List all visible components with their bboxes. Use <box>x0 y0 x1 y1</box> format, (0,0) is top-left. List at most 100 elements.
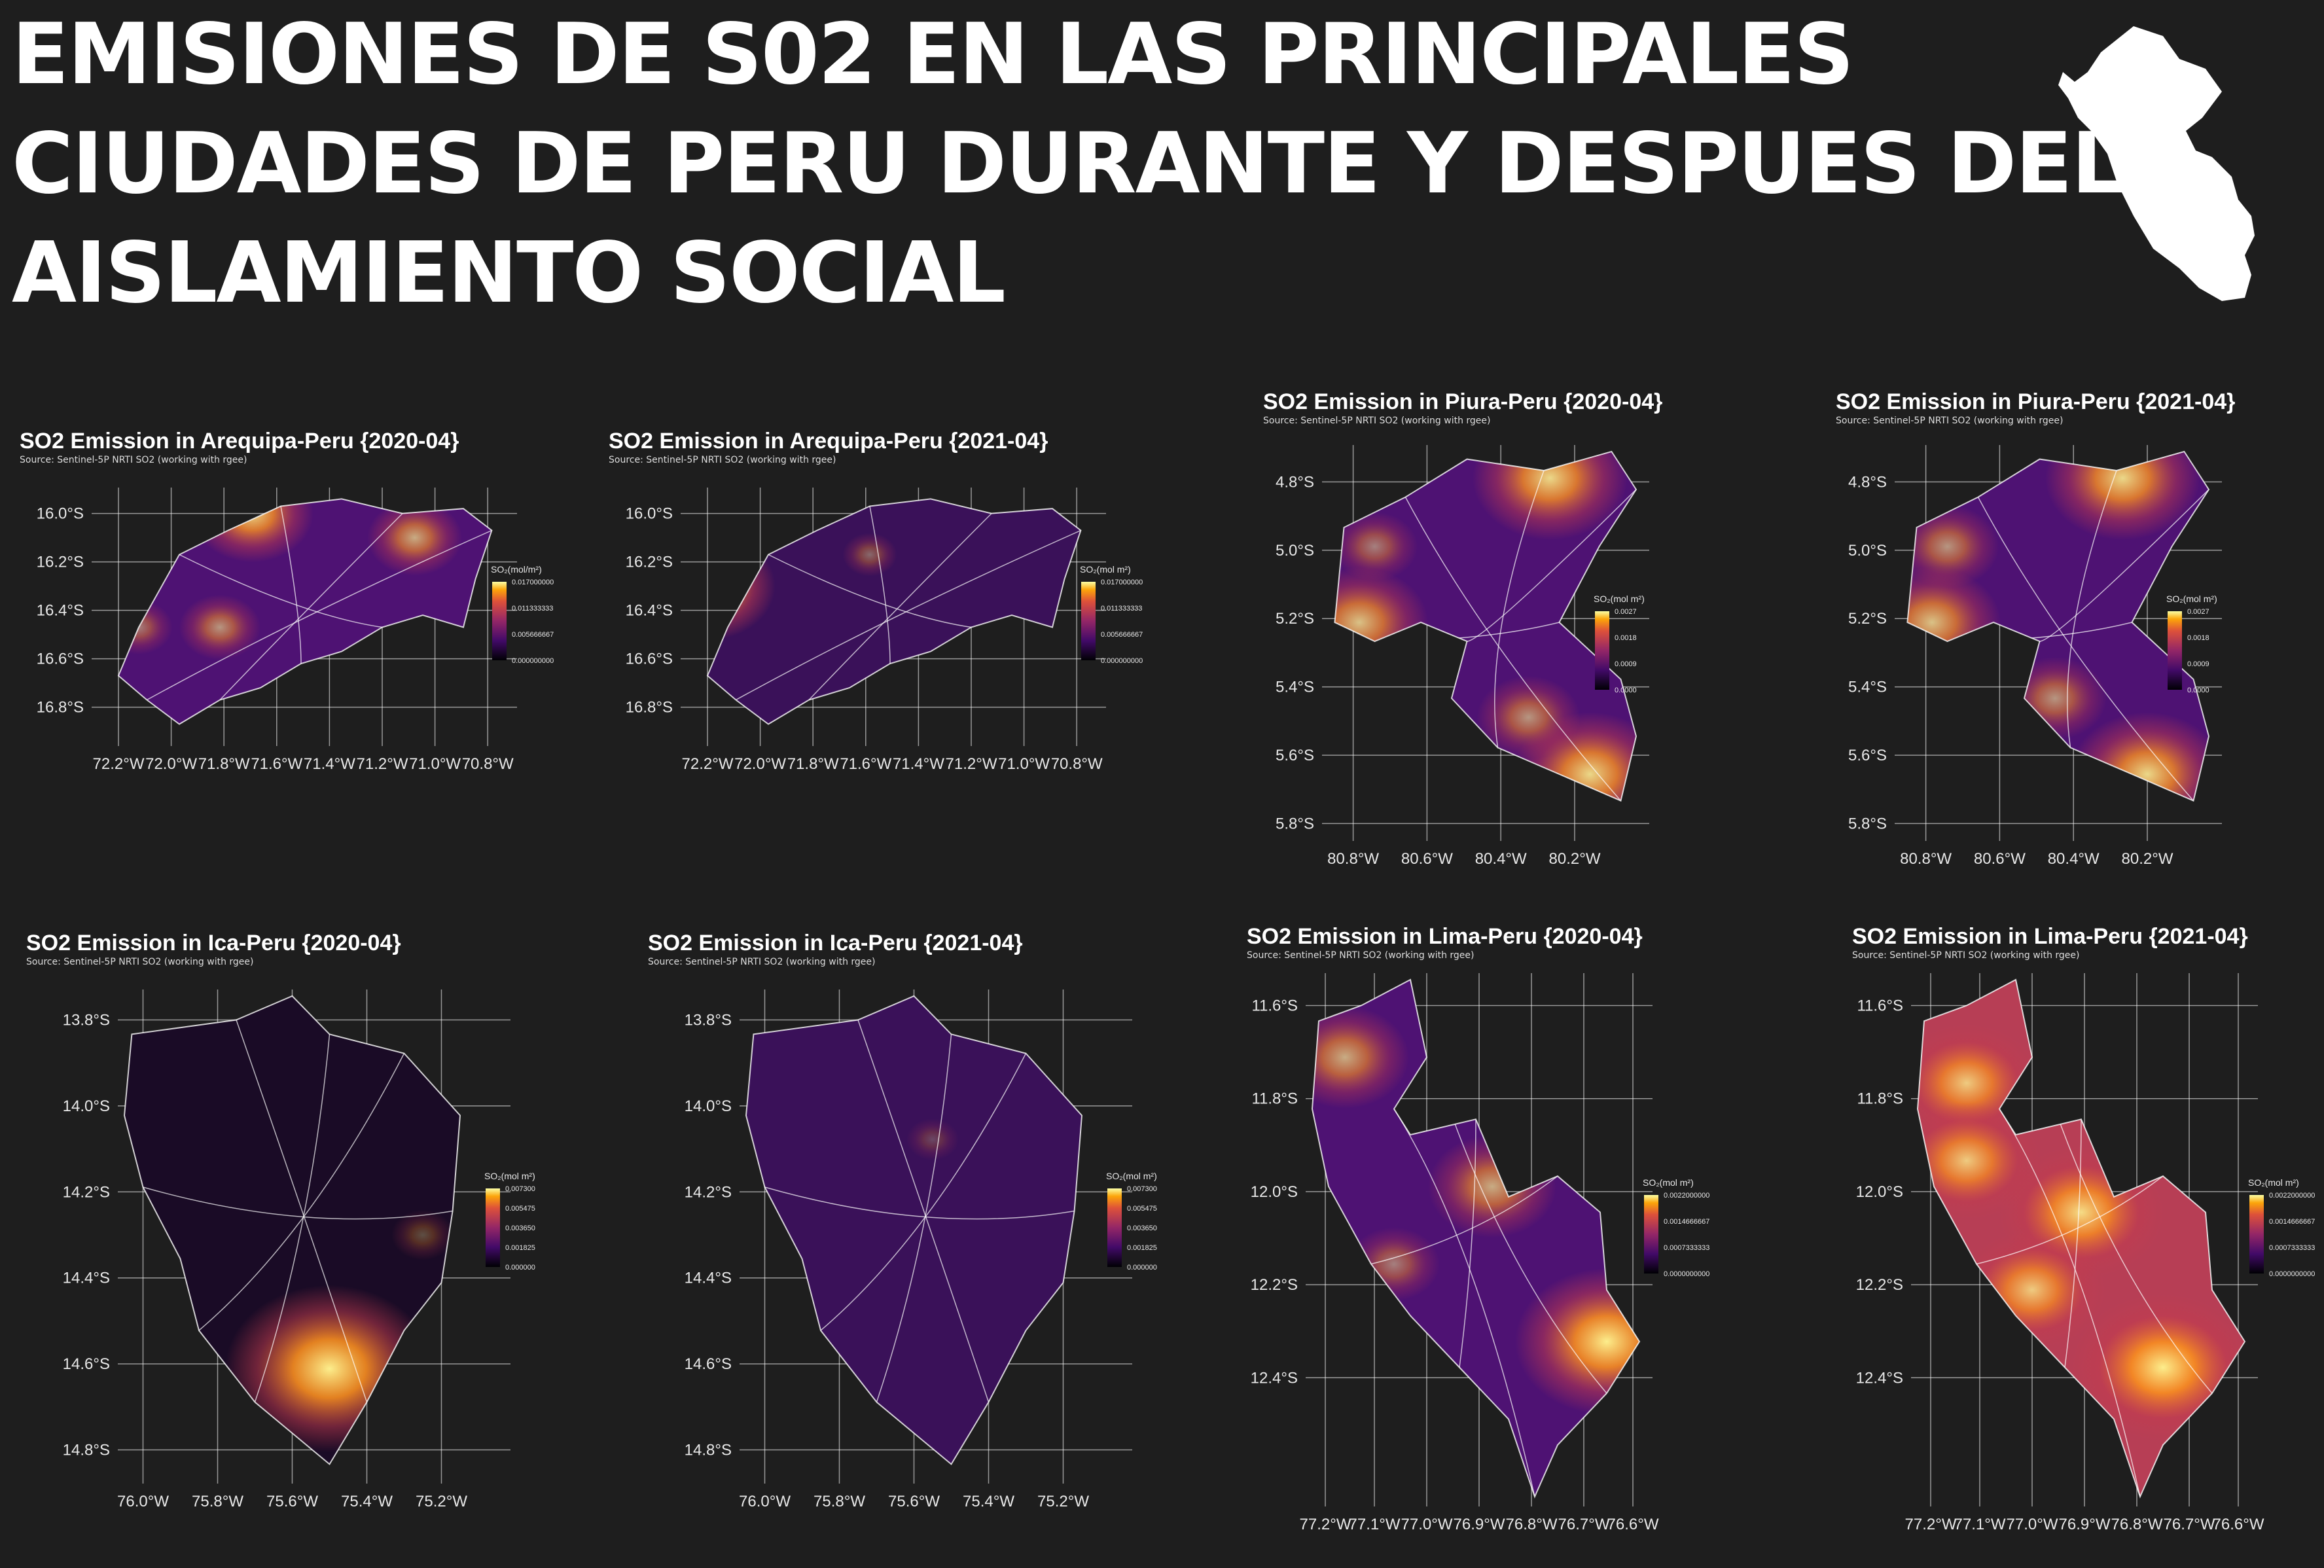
so2-hotspot <box>367 499 463 576</box>
region-outline <box>706 498 1082 725</box>
page-title: EMISIONES DE S02 EN LAS PRINCIPALES CIUD… <box>12 0 2124 328</box>
district-boundary <box>1370 1175 1558 1265</box>
lon-tick-label: 77.0°W <box>1401 1516 1453 1533</box>
map-panel-arequipa-2020: SO2 Emission in Arequipa-Peru {2020-04} … <box>20 429 554 782</box>
district-boundary <box>1404 497 1622 801</box>
so2-raster <box>746 996 1082 1465</box>
lat-tick-label: 14.4°S <box>685 1270 732 1287</box>
district-boundary <box>1494 470 1545 748</box>
panel-source: Source: Sentinel-5P NRTI SO2 (working wi… <box>648 957 876 967</box>
panel-title: SO2 Emission in Arequipa-Peru {2021-04} <box>609 429 1048 454</box>
legend-label: 0.0014666667 <box>2269 1218 2315 1226</box>
legend-label: 0.0009 <box>1615 660 1637 668</box>
district-boundary <box>198 1053 405 1331</box>
legend-title: SO₂(mol m²) <box>2166 594 2217 604</box>
legend-label: 0.011333333 <box>512 605 553 613</box>
lon-tick-label: 76.7°W <box>2164 1516 2215 1533</box>
lon-tick-label: 77.1°W <box>1349 1516 1401 1533</box>
legend-title: SO₂(mol m²) <box>1594 594 1645 604</box>
legend-label: 0.005666667 <box>512 631 554 639</box>
lon-tick-label: 70.8°W <box>1051 755 1103 773</box>
region-outline <box>1906 450 2210 802</box>
lat-tick-label: 4.8°S <box>1848 473 1887 491</box>
lat-tick-label: 5.2°S <box>1276 610 1314 628</box>
panel-title: SO2 Emission in Ica-Peru {2020-04} <box>26 931 401 955</box>
so2-hotspot <box>1472 452 1628 541</box>
district-boundary <box>2067 470 2117 748</box>
map-panel-lima-2021: SO2 Emission in Lima-Peru {2021-04} Sour… <box>1852 924 2323 1533</box>
legend-label: 0.0014666667 <box>1664 1218 1709 1226</box>
lat-tick-label: 16.2°S <box>626 554 673 571</box>
legend-label: 0.0022000000 <box>1664 1192 1709 1200</box>
legend-label: 0.0027 <box>2187 608 2209 616</box>
so2-hotspot <box>179 594 261 660</box>
district-boundary <box>1459 1119 1476 1368</box>
lat-tick-label: 14.8°S <box>63 1442 110 1459</box>
legend-label: 0.003650 <box>505 1224 535 1232</box>
district-boundary <box>1393 1109 1535 1497</box>
district-boundary <box>254 1034 331 1402</box>
lon-tick-label: 76.8°W <box>2111 1516 2163 1533</box>
legend-label: 0.011333333 <box>1101 605 1142 613</box>
lon-tick-label: 76.0°W <box>739 1493 791 1510</box>
so2-hotspot <box>1918 1101 2040 1220</box>
lon-tick-label: 71.8°W <box>198 755 250 773</box>
map-canvas: 4.8°S 5.0°S 5.2°S 5.4°S 5.6°S 5.8°S 80.8°W 80.6… <box>1848 445 2222 868</box>
map-canvas: 16.0°S 16.2°S 16.4°S 16.6°S 16.8°S 72.2°W 72.0… <box>37 488 554 773</box>
region-outline <box>745 995 1083 1465</box>
legend-title: SO₂(mol/m²) <box>491 564 542 575</box>
legend-colorbar <box>2168 611 2182 690</box>
lon-tick-label: 80.2°W <box>1549 850 1601 868</box>
lon-tick-label: 80.4°W <box>2048 850 2100 868</box>
lon-tick-label: 71.6°W <box>251 755 302 773</box>
lon-tick-label: 76.6°W <box>1607 1516 1659 1533</box>
lat-tick-label: 14.2°S <box>685 1183 732 1201</box>
district-boundary <box>280 506 302 664</box>
district-boundary <box>2039 489 2209 642</box>
legend-label: 0.001825 <box>505 1244 535 1252</box>
lon-tick-label: 75.4°W <box>341 1493 393 1510</box>
so2-hotspot <box>2003 656 2107 740</box>
so2-hotspot <box>1312 1006 1409 1109</box>
map-canvas: 16.0°S 16.2°S 16.4°S 16.6°S 16.8°S 72.2°W 72.0… <box>626 488 1143 773</box>
legend-label: 0.0000000000 <box>1664 1270 1709 1278</box>
so2-hotspot <box>391 1209 454 1260</box>
panel-source: Source: Sentinel-5P NRTI SO2 (working wi… <box>609 455 836 465</box>
legend-label: 0.001825 <box>1127 1244 1157 1252</box>
legend-label: 0.000000000 <box>1101 657 1143 665</box>
lon-tick-label: 71.0°W <box>409 755 461 773</box>
legend-label: 0.0000 <box>1615 686 1637 694</box>
lon-tick-label: 71.4°W <box>304 755 355 773</box>
panel-source: Source: Sentinel-5P NRTI SO2 (working wi… <box>1852 950 2080 961</box>
title-line-2: CIUDADES DE PERU DURANTE Y DESPUES DEL <box>12 115 2124 213</box>
lat-tick-label: 5.8°S <box>1276 815 1314 832</box>
district-boundary <box>1467 489 1637 642</box>
lat-tick-label: 5.6°S <box>1848 747 1887 764</box>
lat-tick-label: 14.6°S <box>63 1355 110 1373</box>
legend-colorbar <box>1595 611 1609 690</box>
lon-tick-label: 80.8°W <box>1327 850 1379 868</box>
district-boundary <box>1976 1175 2164 1265</box>
map-panel-ica-2021: SO2 Emission in Ica-Peru {2021-04} Sourc… <box>648 931 1165 1510</box>
district-boundary <box>219 513 403 701</box>
panel-title: SO2 Emission in Lima-Peru {2021-04} <box>1852 924 2248 949</box>
lat-tick-label: 12.4°S <box>1251 1369 1298 1387</box>
legend-label: 0.0022000000 <box>2269 1192 2315 1200</box>
lon-tick-label: 77.1°W <box>1954 1516 2006 1533</box>
lon-tick-label: 72.2°W <box>93 755 145 773</box>
so2-raster <box>1334 452 1637 801</box>
lon-tick-label: 71.6°W <box>840 755 891 773</box>
lon-tick-label: 75.2°W <box>416 1493 467 1510</box>
district-boundary <box>736 529 1081 701</box>
panel-source: Source: Sentinel-5P NRTI SO2 (working wi… <box>1836 416 2064 426</box>
lon-tick-label: 71.2°W <box>357 755 408 773</box>
legend-title: SO₂(mol m²) <box>1106 1171 1157 1181</box>
map-panel-piura-2020: SO2 Emission in Piura-Peru {2020-04} Sou… <box>1263 389 1734 887</box>
legend-label: 0.003650 <box>1127 1224 1157 1232</box>
map-panel-arequipa-2021: SO2 Emission in Arequipa-Peru {2021-04} … <box>609 429 1143 782</box>
lat-tick-label: 14.6°S <box>685 1355 732 1373</box>
district-boundary <box>236 1020 368 1402</box>
legend-title: SO₂(mol m²) <box>1643 1177 1694 1188</box>
so2-hotspot <box>906 1118 959 1160</box>
district-boundary <box>808 513 992 701</box>
